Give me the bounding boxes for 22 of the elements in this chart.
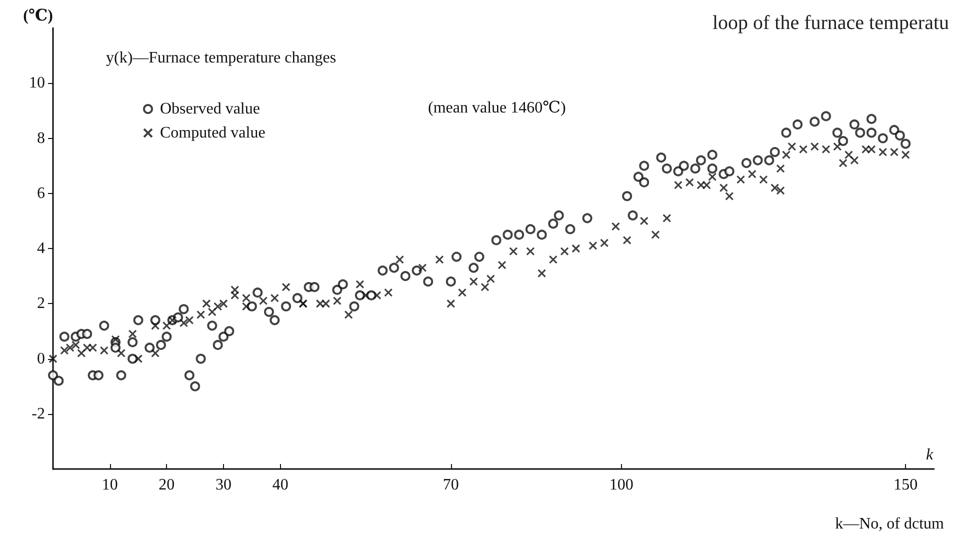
y-axis-title: (℃) (23, 8, 53, 24)
annotation: y(k)—Furnace temperature changes (106, 50, 336, 66)
text: k—No, of dctum (835, 516, 945, 532)
legend-label: Computed value (160, 124, 266, 142)
y-tick-label: 0 (37, 350, 45, 368)
x-tick-label: 30 (216, 476, 232, 494)
annotation: (mean value 1460℃) (428, 100, 566, 116)
y-tick-label: 4 (37, 240, 45, 257)
x-tick-label: 20 (158, 476, 175, 494)
x-tick-label: 70 (442, 476, 459, 494)
x-tick-label: 10 (102, 476, 118, 494)
chart-title: loop of the furnace temperatu (712, 12, 949, 34)
y-tick-label: 2 (37, 295, 45, 312)
y-tick-label: 10 (29, 74, 45, 92)
y-tick-label: 8 (37, 130, 45, 147)
x-axis-title: k (926, 446, 934, 464)
legend-label: Observed value (160, 100, 260, 118)
y-tick-label: 6 (37, 184, 45, 202)
y-tick-label: -2 (32, 405, 45, 422)
x-tick-label: 150 (894, 476, 918, 494)
x-tick-label: 40 (272, 476, 288, 494)
x-tick-label: 100 (609, 476, 634, 494)
